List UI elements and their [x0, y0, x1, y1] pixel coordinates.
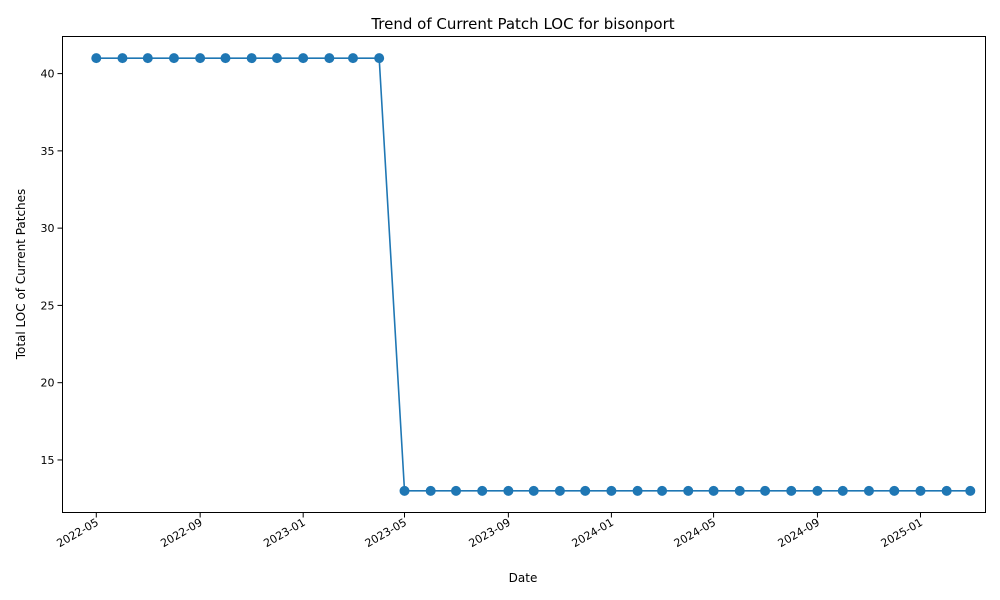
- x-tick-label: 2024-05: [672, 516, 718, 550]
- data-point: [298, 53, 309, 64]
- data-point: [142, 53, 153, 64]
- data-point: [734, 485, 745, 496]
- data-point: [606, 485, 617, 496]
- data-point: [708, 485, 719, 496]
- data-point: [117, 53, 128, 64]
- data-point: [425, 485, 436, 496]
- data-point: [503, 485, 514, 496]
- data-point: [580, 485, 591, 496]
- x-tick-label: 2023-01: [261, 516, 307, 550]
- data-point: [271, 53, 282, 64]
- y-axis: 15 20 25 30 35 40: [41, 68, 63, 467]
- y-tick-label: 25: [41, 299, 55, 312]
- data-point: [477, 485, 488, 496]
- data-point: [657, 485, 668, 496]
- x-axis: 2022-05 2022-09 2023-01 2023-05 2023-09 2024-…: [54, 512, 925, 550]
- y-tick-label: 35: [41, 145, 55, 158]
- y-tick-label: 40: [41, 68, 55, 81]
- data-point: [889, 485, 900, 496]
- y-tick-label: 15: [41, 454, 55, 467]
- data-point: [195, 53, 206, 64]
- data-point: [554, 485, 565, 496]
- data-point: [965, 485, 976, 496]
- series-line: [96, 57, 971, 492]
- x-tick-label: 2022-09: [158, 516, 204, 550]
- x-tick-label: 2023-09: [467, 516, 513, 550]
- x-tick-label: 2025-01: [879, 516, 925, 550]
- data-point: [451, 485, 462, 496]
- data-point: [91, 53, 102, 64]
- x-tick-label: 2024-09: [776, 516, 822, 550]
- series-group: [91, 53, 976, 496]
- data-point: [812, 485, 823, 496]
- data-point: [399, 485, 410, 496]
- data-point: [220, 53, 231, 64]
- data-point: [760, 485, 771, 496]
- data-point: [632, 485, 643, 496]
- data-point: [374, 53, 385, 64]
- data-point: [915, 485, 926, 496]
- x-tick-label: 2024-01: [570, 516, 616, 550]
- data-point: [168, 53, 179, 64]
- data-point: [786, 485, 797, 496]
- data-point: [683, 485, 694, 496]
- y-axis-label: Total LOC of Current Patches: [14, 189, 28, 361]
- x-axis-label: Date: [509, 571, 538, 585]
- y-tick-label: 30: [41, 222, 55, 235]
- x-tick-label: 2023-05: [363, 516, 409, 550]
- x-tick-label: 2022-05: [54, 516, 100, 550]
- data-point: [863, 485, 874, 496]
- data-point: [347, 53, 358, 64]
- data-point: [324, 53, 335, 64]
- plot-frame: [62, 36, 986, 513]
- chart-title: Trend of Current Patch LOC for bisonport: [370, 15, 674, 33]
- y-tick-label: 20: [41, 377, 55, 390]
- data-point: [837, 485, 848, 496]
- data-point: [528, 485, 539, 496]
- data-point: [246, 53, 257, 64]
- data-point: [941, 485, 952, 496]
